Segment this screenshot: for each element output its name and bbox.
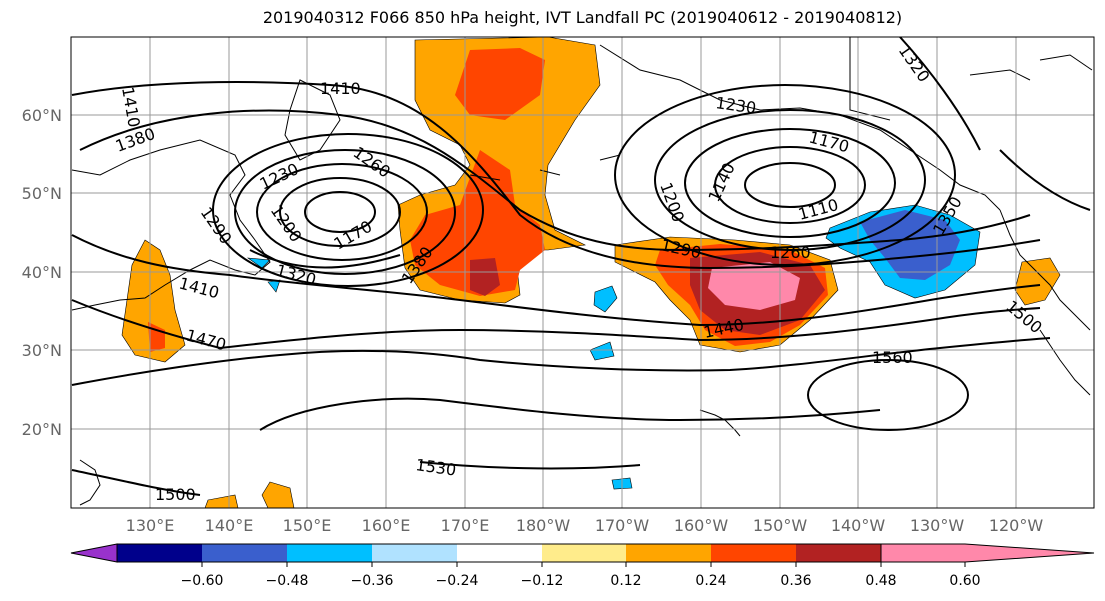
colorbar-frame: [116, 543, 882, 563]
ivt-high-central-pacific: [410, 48, 545, 296]
colorbar-extend-high: [880, 543, 1095, 563]
contour-1440: [71, 234, 1041, 327]
contour-west-low-2: [279, 177, 401, 247]
coastline-asia: [71, 139, 271, 311]
lon-label: 130°E: [126, 516, 175, 535]
contour-label: 1500: [155, 485, 196, 504]
ivt-max-east-pacific: [708, 262, 800, 310]
contour-1470: [71, 299, 1041, 350]
latitude-labels: 60°N 50°N 40°N 30°N 20°N: [22, 106, 62, 439]
contour-1380: [79, 109, 1031, 252]
contour-label: 1260: [770, 243, 811, 262]
colorbar-segment: [202, 544, 287, 562]
contour-west-low-5: [212, 133, 484, 287]
map-title: 2019040312 F066 850 hPa height, IVT Land…: [262, 8, 903, 27]
coastline-north-america-north: [849, 37, 1093, 121]
colorbar-tick-label: 0.60: [949, 573, 980, 589]
colorbar-segment: [372, 544, 457, 562]
contour-east-low-1: [744, 162, 836, 208]
lon-label: 160°W: [674, 516, 729, 535]
colorbar-segment: [542, 544, 626, 562]
colorbar-segment: [287, 544, 372, 562]
colorbar-segment: [457, 544, 542, 562]
lat-label: 40°N: [22, 263, 62, 282]
height-contours: [71, 37, 1091, 496]
lat-label: 50°N: [22, 184, 62, 203]
coastline-mexico: [1039, 329, 1091, 396]
colorbar-tick-label: −0.60: [181, 573, 224, 589]
contour-west-low-3: [256, 163, 428, 261]
longitude-labels: 130°E 140°E 150°E 160°E 170°E 180°W 170°…: [126, 516, 1044, 535]
contour-west-low-1: [304, 191, 376, 233]
contour-east-low-3: [684, 128, 896, 238]
contour-label: 1410: [320, 79, 361, 98]
colorbar-tick-label: −0.12: [521, 573, 564, 589]
map-plot-area: 1410 1410 1380 1230 1260 1200 1290 1170 …: [71, 37, 1094, 508]
contour-east-low-2: [714, 146, 866, 224]
contour-east-ridge: [999, 149, 1091, 211]
colorbar-ticks: [201, 562, 966, 567]
colorbar-segment: [796, 544, 881, 562]
lon-label: 140°W: [831, 516, 886, 535]
lat-label: 60°N: [22, 106, 62, 125]
ivt-positive-baja: [1014, 257, 1061, 306]
contour-west-low-4: [234, 149, 456, 275]
contour-label: 1560: [872, 348, 913, 367]
lon-label: 120°W: [989, 516, 1044, 535]
lon-label: 170°E: [441, 516, 490, 535]
colorbar-extend-low: [70, 543, 118, 563]
lat-label: 20°N: [22, 420, 62, 439]
contour-1500: [71, 337, 1051, 386]
ivt-strong-negative-ne-pacific: [860, 210, 960, 280]
contour-1320: [249, 37, 981, 269]
colorbar-segment: [117, 544, 202, 562]
coastlines: [71, 37, 1093, 506]
coastline-philippines: [79, 459, 101, 506]
plot-frame: [70, 36, 1095, 509]
lon-label: 150°W: [753, 516, 808, 535]
lat-label: 30°N: [22, 341, 62, 360]
ivt-negative-small-patches: [246, 257, 633, 490]
ivt-peak-central-pacific: [470, 258, 500, 296]
lon-label: 130°W: [910, 516, 965, 535]
coastline-north-america-west: [999, 209, 1091, 331]
colorbar-tick-label: −0.36: [351, 573, 394, 589]
lon-label: 180°W: [516, 516, 571, 535]
contour-1560: [807, 359, 969, 431]
lon-label: 150°E: [283, 516, 332, 535]
ivt-positive-south-small: [204, 481, 295, 508]
lon-label: 170°W: [595, 516, 650, 535]
coastline-kamchatka: [284, 79, 341, 161]
colorbar-tick-label: −0.24: [436, 573, 479, 589]
lon-label: 160°E: [362, 516, 411, 535]
graticule: [71, 37, 1094, 508]
colorbar: −0.60 −0.48 −0.36 −0.24 −0.12 0.12 0.24 …: [70, 543, 1095, 589]
colorbar-segment: [711, 544, 796, 562]
contour-east-low-5: [614, 84, 956, 266]
colorbar-tick-label: −0.48: [266, 573, 309, 589]
colorbar-tick-label: 0.36: [780, 573, 811, 589]
lon-label: 140°E: [205, 516, 254, 535]
colorbar-tick-label: 0.12: [610, 573, 641, 589]
contour-1410: [71, 81, 1041, 270]
colorbar-tick-label: 0.24: [695, 573, 726, 589]
colorbar-tick-label: 0.48: [865, 573, 896, 589]
contour-1530: [71, 397, 881, 496]
contour-east-low-4: [654, 109, 926, 251]
colorbar-segment: [626, 544, 711, 562]
